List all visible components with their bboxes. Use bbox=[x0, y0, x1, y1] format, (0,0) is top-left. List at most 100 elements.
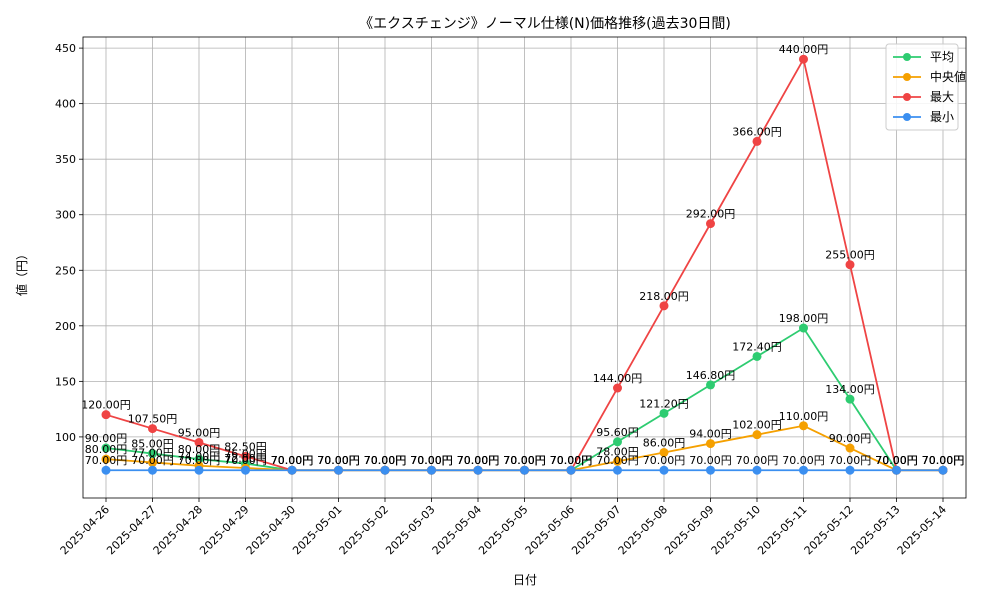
data-label: 70.00円 bbox=[317, 454, 360, 467]
data-point bbox=[613, 437, 622, 447]
data-point bbox=[520, 465, 529, 475]
data-point bbox=[566, 465, 576, 475]
data-point bbox=[613, 383, 622, 393]
data-label: 70.00円 bbox=[503, 454, 546, 467]
data-label: 70.00円 bbox=[410, 454, 453, 467]
data-label: 70.00円 bbox=[271, 454, 314, 467]
data-point bbox=[148, 457, 157, 467]
data-label: 77.00円 bbox=[131, 446, 174, 459]
data-point bbox=[845, 260, 855, 270]
data-point bbox=[427, 465, 436, 475]
legend-box bbox=[885, 43, 959, 131]
data-point bbox=[892, 465, 901, 475]
x-axis-title: 日付 bbox=[513, 573, 537, 587]
data-point bbox=[752, 351, 762, 361]
data-point bbox=[101, 443, 111, 453]
data-label: 70.00円 bbox=[131, 454, 174, 467]
legend-label: 最大 bbox=[930, 90, 954, 104]
data-point bbox=[380, 465, 390, 475]
data-label: 172.40円 bbox=[732, 340, 782, 353]
x-tick-label: 2025-05-14 bbox=[895, 503, 949, 557]
data-point bbox=[194, 454, 204, 464]
data-label: 70.00円 bbox=[410, 454, 453, 467]
y-tick-label: 400 bbox=[55, 98, 76, 111]
data-label: 70.00円 bbox=[85, 454, 128, 467]
plot-frame bbox=[82, 36, 967, 499]
data-point bbox=[287, 465, 297, 475]
data-point bbox=[659, 408, 669, 418]
data-point bbox=[845, 443, 855, 453]
series-points bbox=[101, 54, 948, 475]
data-label: 74.00円 bbox=[178, 450, 221, 463]
data-label: 70.00円 bbox=[457, 454, 500, 467]
data-label: 70.00円 bbox=[317, 454, 360, 467]
data-label: 70.00円 bbox=[503, 454, 546, 467]
data-label: 134.00円 bbox=[825, 383, 875, 396]
data-label: 102.00円 bbox=[732, 419, 782, 432]
axes: 2025-04-262025-04-272025-04-282025-04-29… bbox=[55, 36, 967, 557]
data-label: 366.00円 bbox=[732, 125, 782, 138]
y-tick-label: 250 bbox=[55, 264, 76, 277]
data-label: 70.00円 bbox=[271, 454, 314, 467]
data-label: 70.00円 bbox=[317, 454, 360, 467]
data-label: 70.00円 bbox=[410, 454, 453, 467]
y-tick-label: 300 bbox=[55, 209, 76, 222]
data-label: 95.00円 bbox=[178, 426, 221, 439]
data-label: 70.00円 bbox=[457, 454, 500, 467]
data-label: 70.00円 bbox=[410, 454, 453, 467]
data-label: 70.00円 bbox=[457, 454, 500, 467]
data-point bbox=[613, 456, 622, 466]
data-point bbox=[101, 454, 111, 464]
data-point bbox=[613, 465, 622, 475]
legend-label: 平均 bbox=[930, 50, 954, 64]
data-label: 70.00円 bbox=[178, 454, 221, 467]
data-label: 70.00円 bbox=[317, 454, 360, 467]
data-point bbox=[752, 136, 762, 146]
data-label: 70.00円 bbox=[782, 454, 825, 467]
data-label: 146.80円 bbox=[686, 369, 736, 382]
data-point bbox=[334, 465, 343, 475]
data-label: 70.00円 bbox=[875, 454, 918, 467]
data-point bbox=[845, 465, 855, 475]
data-point bbox=[194, 437, 204, 447]
data-label: 440.00円 bbox=[779, 43, 829, 56]
chart-title: 《エクスチェンジ》ノーマル仕様(N)価格推移(過去30日間) bbox=[359, 16, 731, 32]
data-label: 120.00円 bbox=[81, 399, 131, 412]
data-label: 70.00円 bbox=[271, 454, 314, 467]
data-label: 70.00円 bbox=[875, 454, 918, 467]
data-point bbox=[659, 301, 669, 311]
data-label: 95.60円 bbox=[596, 426, 639, 439]
data-point bbox=[148, 449, 157, 459]
y-tick-label: 200 bbox=[55, 320, 76, 333]
legend-label: 中央値 bbox=[930, 69, 966, 84]
data-label: 121.20円 bbox=[639, 397, 689, 410]
data-point bbox=[938, 465, 948, 475]
data-label: 198.00円 bbox=[779, 312, 829, 325]
data-label: 70.00円 bbox=[271, 454, 314, 467]
data-label: 70.00円 bbox=[643, 454, 686, 467]
data-point bbox=[799, 54, 808, 64]
data-label: 70.00円 bbox=[364, 454, 407, 467]
data-label: 82.50円 bbox=[224, 440, 267, 453]
data-point bbox=[148, 424, 157, 434]
y-tick-label: 450 bbox=[55, 42, 76, 55]
data-point bbox=[659, 465, 669, 475]
data-label: 80.00円 bbox=[178, 443, 221, 456]
legend-marker bbox=[903, 73, 911, 81]
data-label: 70.00円 bbox=[922, 454, 965, 467]
data-label: 255.00円 bbox=[825, 249, 875, 262]
y-tick-label: 150 bbox=[55, 375, 76, 388]
data-label: 70.00円 bbox=[503, 454, 546, 467]
y-tick-label: 350 bbox=[55, 153, 76, 166]
data-label: 70.00円 bbox=[364, 454, 407, 467]
data-label: 70.00円 bbox=[596, 454, 639, 467]
data-label: 70.00円 bbox=[689, 454, 732, 467]
data-label: 78.00円 bbox=[596, 445, 639, 458]
data-point bbox=[101, 410, 111, 420]
data-label: 70.00円 bbox=[550, 454, 593, 467]
data-label: 218.00円 bbox=[639, 290, 689, 303]
data-label: 70.00円 bbox=[503, 454, 546, 467]
